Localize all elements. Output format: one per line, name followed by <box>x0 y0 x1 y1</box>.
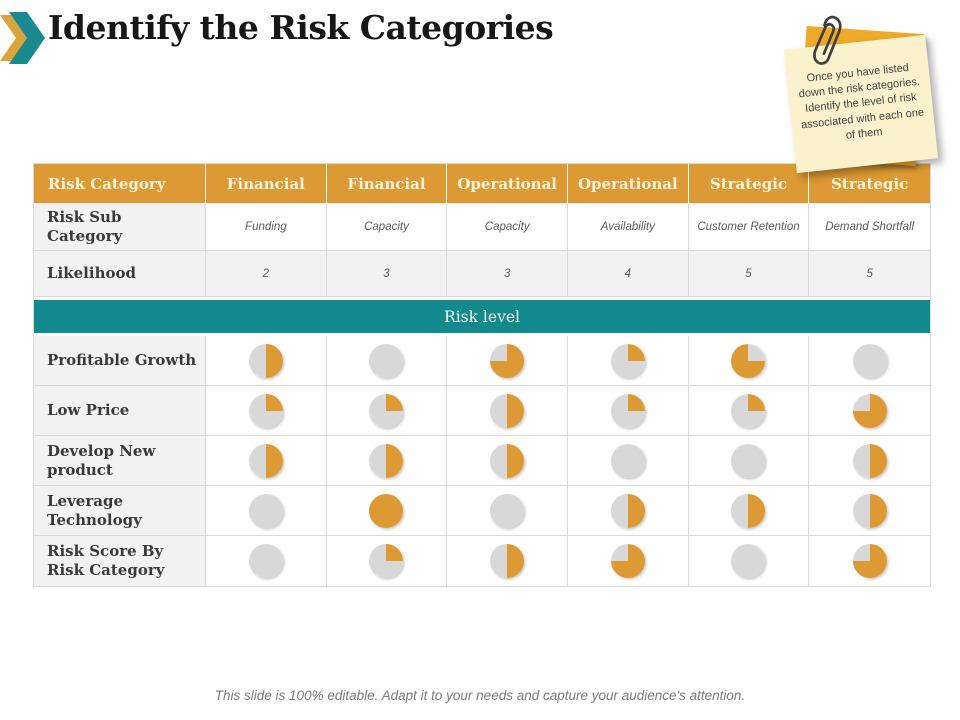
pie-cell-r0-c4 <box>688 336 810 386</box>
risk-pie-50pct <box>852 493 887 528</box>
risk-level-banner: Risk level <box>34 297 930 336</box>
pie-cell-r4-c3 <box>567 536 689 586</box>
risk-pie-0pct <box>610 443 645 478</box>
pie-cell-r0-c0 <box>206 336 327 386</box>
pie-cell-r0-c2 <box>447 336 568 386</box>
likelihood-value-2: 3 <box>447 251 568 297</box>
pie-cell-r2-c2 <box>447 436 568 486</box>
pie-cell-r3-c0 <box>206 486 327 536</box>
pie-cell-r1-c0 <box>206 386 327 436</box>
risk-pie-75pct <box>731 343 766 378</box>
pie-cell-r0-c3 <box>567 336 689 386</box>
risk-pie-75pct <box>610 544 645 578</box>
pie-cell-r1-c4 <box>688 386 810 436</box>
pie-cell-r1-c2 <box>447 386 568 436</box>
pie-cell-r3-c1 <box>326 486 448 536</box>
risk-pie-50pct <box>369 443 404 478</box>
risk-pie-25pct <box>248 393 283 428</box>
risk-pie-50pct <box>490 544 525 578</box>
header-cell-3: Operational <box>447 164 568 204</box>
risk-pie-25pct <box>731 393 766 428</box>
risk-pie-50pct <box>852 443 887 478</box>
sub-category-value-0: Funding <box>206 204 327 251</box>
sub-category-value-4: Customer Retention <box>688 204 810 251</box>
pie-cell-r3-c5 <box>809 486 930 536</box>
pie-cell-r4-c4 <box>688 536 810 586</box>
risk-pie-25pct <box>610 393 645 428</box>
header-cell-6: Strategic <box>809 164 930 204</box>
risk-pie-50pct <box>490 393 525 428</box>
pie-cell-r3-c3 <box>567 486 689 536</box>
chevron-icon <box>0 12 45 64</box>
risk-pie-50pct <box>731 493 766 528</box>
risk-pie-25pct <box>369 544 404 578</box>
risk-pie-75pct <box>852 544 887 578</box>
row-label-4: Risk Score By Risk Category <box>34 536 206 586</box>
risk-pie-50pct <box>248 443 283 478</box>
header-cell-2: Financial <box>326 164 448 204</box>
sub-category-value-5: Demand Shortfall <box>809 204 930 251</box>
pie-cell-r1-c1 <box>326 386 448 436</box>
risk-pie-50pct <box>610 493 645 528</box>
risk-pie-0pct <box>490 493 525 528</box>
risk-pie-75pct <box>490 343 525 378</box>
pie-cell-r1-c3 <box>567 386 689 436</box>
risk-pie-50pct <box>248 343 283 378</box>
footer-note: This slide is 100% editable. Adapt it to… <box>214 688 746 703</box>
row-label-3: Leverage Technology <box>34 486 206 536</box>
risk-pie-0pct <box>852 343 887 378</box>
likelihood-value-1: 3 <box>326 251 448 297</box>
paperclip-icon <box>813 15 842 65</box>
header-cell-1: Financial <box>206 164 327 204</box>
pie-cell-r2-c5 <box>809 436 930 486</box>
pie-cell-r0-c1 <box>326 336 448 386</box>
pie-cell-r3-c2 <box>447 486 568 536</box>
sticky-note: Once you have listed down the risk categ… <box>780 8 950 183</box>
risk-pie-75pct <box>852 393 887 428</box>
row-label-1: Low Price <box>34 386 206 436</box>
risk-pie-0pct <box>731 443 766 478</box>
pie-cell-r4-c2 <box>447 536 568 586</box>
pie-cell-r0-c5 <box>809 336 930 386</box>
sub-category-value-1: Capacity <box>326 204 448 251</box>
risk-pie-25pct <box>610 343 645 378</box>
row-label-2: Develop New product <box>34 436 206 486</box>
pie-cell-r2-c1 <box>326 436 448 486</box>
pie-cell-r2-c4 <box>688 436 810 486</box>
pie-cell-r4-c1 <box>326 536 448 586</box>
risk-pie-25pct <box>369 393 404 428</box>
likelihood-value-3: 4 <box>567 251 689 297</box>
row-label-0: Profitable Growth <box>34 336 206 386</box>
header-cell-4: Operational <box>567 164 689 204</box>
risk-pie-0pct <box>248 493 283 528</box>
sub-category-value-3: Availability <box>567 204 689 251</box>
pie-cell-r2-c3 <box>567 436 689 486</box>
pie-cell-r4-c5 <box>809 536 930 586</box>
pie-cell-r1-c5 <box>809 386 930 436</box>
page-title: Identify the Risk Categories <box>48 8 554 47</box>
risk-category-table: Risk Category Financial Financial Operation… <box>33 163 931 587</box>
header-cell-5: Strategic <box>688 164 810 204</box>
risk-pie-0pct <box>369 343 404 378</box>
risk-pie-50pct <box>490 443 525 478</box>
likelihood-value-4: 5 <box>688 251 810 297</box>
pie-cell-r4-c0 <box>206 536 327 586</box>
risk-pie-0pct <box>248 544 283 578</box>
risk-pie-100pct <box>369 493 404 528</box>
sub-category-value-2: Capacity <box>447 204 568 251</box>
header-cell-0: Risk Category <box>34 164 206 204</box>
likelihood-value-0: 2 <box>206 251 327 297</box>
pie-cell-r3-c4 <box>688 486 810 536</box>
pie-cell-r2-c0 <box>206 436 327 486</box>
likelihood-value-5: 5 <box>809 251 930 297</box>
sticky-note-front-layer: Once you have listed down the risk categ… <box>783 34 939 174</box>
row-label-sub-category: Risk Sub Category <box>34 204 206 251</box>
risk-pie-0pct <box>731 544 766 578</box>
row-label-likelihood: Likelihood <box>34 251 206 297</box>
